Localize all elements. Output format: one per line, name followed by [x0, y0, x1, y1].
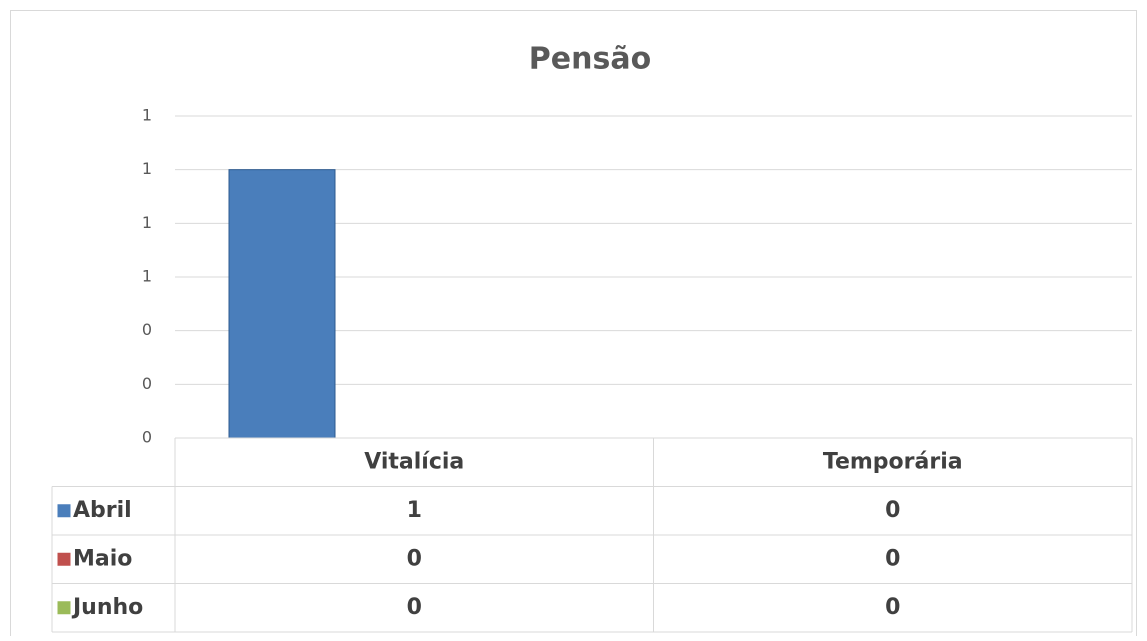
legend-label: Abril: [73, 498, 132, 523]
y-tick-label: 1: [142, 267, 152, 286]
table-value: 0: [407, 595, 422, 620]
legend-key: [56, 503, 72, 519]
legend-label: Junho: [71, 595, 143, 620]
legend-key: [56, 600, 72, 616]
y-tick-label: 1: [142, 106, 152, 125]
y-tick-label: 1: [142, 213, 152, 232]
table-value: 1: [407, 498, 422, 523]
table-value: 0: [407, 546, 422, 571]
chart-frame: [10, 10, 1137, 641]
bar: [228, 169, 336, 439]
y-tick-label: 0: [142, 374, 152, 393]
table-value: 0: [885, 546, 900, 571]
y-tick-label: 1: [142, 159, 152, 178]
x-tick-label: Vitalícia: [364, 449, 464, 474]
y-tick-label: 0: [142, 428, 152, 447]
legend-label: Maio: [73, 546, 132, 571]
table-value: 0: [885, 595, 900, 620]
y-tick-label: 0: [142, 320, 152, 339]
chart-title: Pensão: [529, 42, 651, 77]
x-tick-label: Temporária: [823, 449, 963, 474]
table-value: 0: [885, 498, 900, 523]
legend-key: [56, 551, 72, 567]
